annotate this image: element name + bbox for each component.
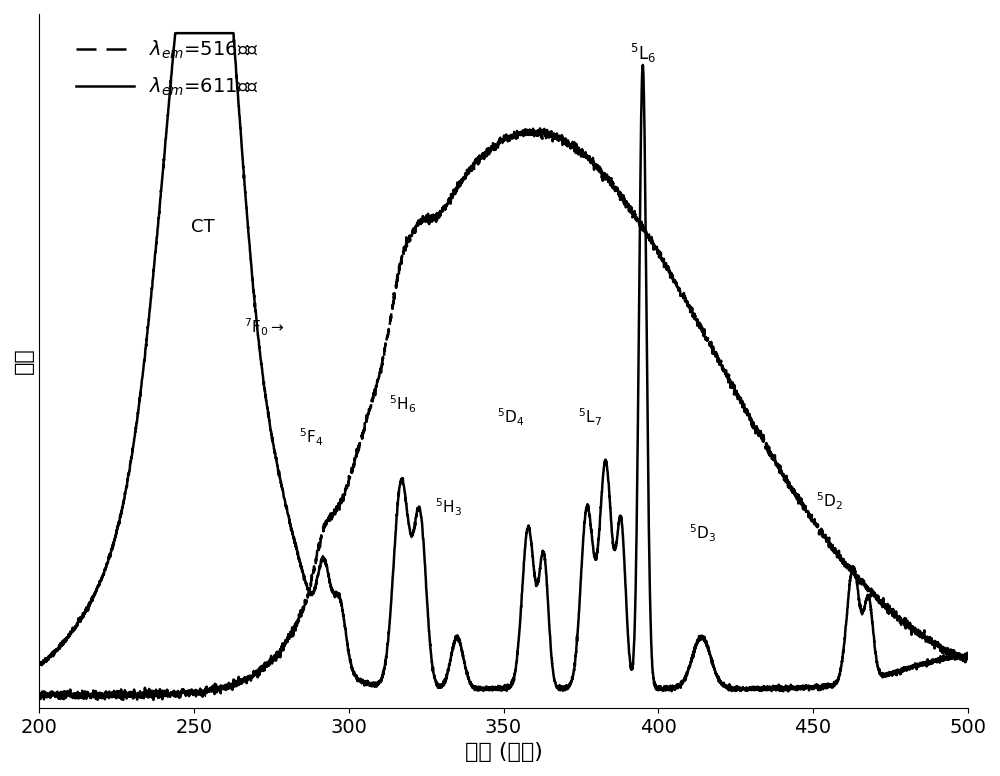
Legend: $\lambda_{em}$=516纳米, $\lambda_{em}$=611纳米: $\lambda_{em}$=516纳米, $\lambda_{em}$=611… xyxy=(68,30,267,106)
Text: $^5$D$_3$: $^5$D$_3$ xyxy=(689,522,716,544)
Text: $^5$F$_4$: $^5$F$_4$ xyxy=(299,426,324,448)
Text: $^5$L$_7$: $^5$L$_7$ xyxy=(578,407,602,428)
Y-axis label: 强度: 强度 xyxy=(14,348,34,374)
Text: $^5$D$_4$: $^5$D$_4$ xyxy=(497,407,525,428)
Text: $^5$L$_6$: $^5$L$_6$ xyxy=(630,42,657,65)
Text: $^7$F$_0$$\rightarrow$: $^7$F$_0$$\rightarrow$ xyxy=(244,317,284,338)
Text: CT: CT xyxy=(191,217,215,236)
Text: $^5$D$_2$: $^5$D$_2$ xyxy=(816,490,843,512)
Text: $^5$H$_3$: $^5$H$_3$ xyxy=(435,497,462,518)
Text: $^5$H$_6$: $^5$H$_6$ xyxy=(389,394,416,415)
X-axis label: 波长 (纳米): 波长 (纳米) xyxy=(465,742,542,762)
